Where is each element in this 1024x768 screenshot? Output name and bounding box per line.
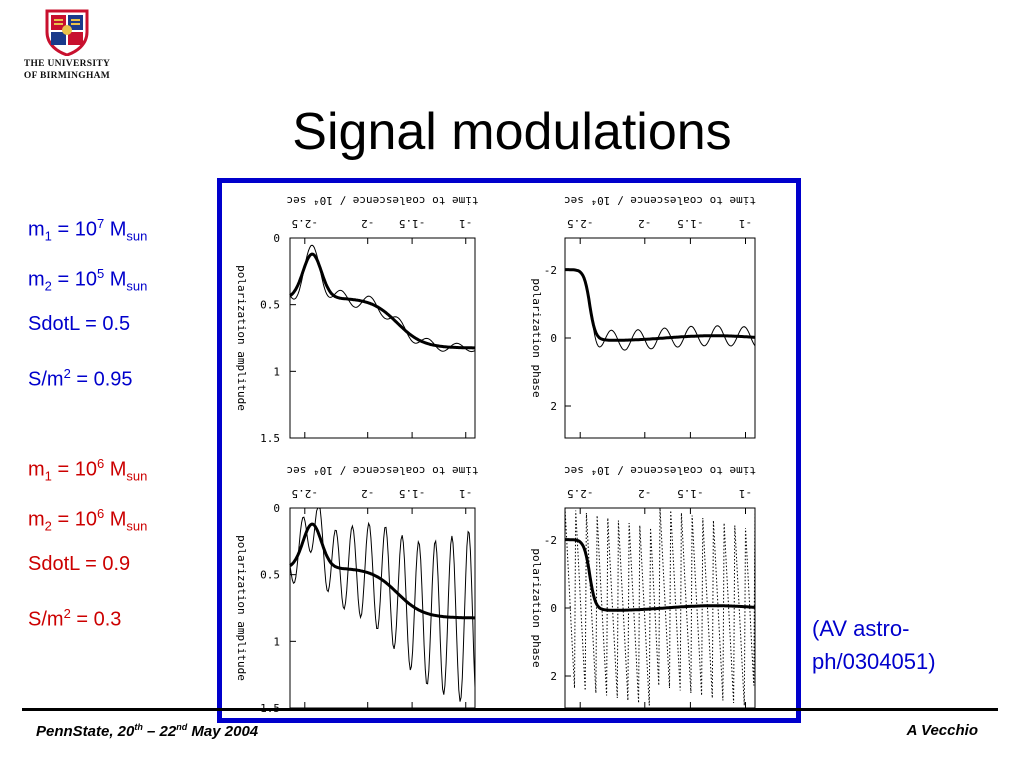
x-tick-label: -2.5: [292, 487, 319, 500]
case1-m2: m2 = 105 Msun: [28, 266, 148, 294]
y-tick-label: 0.5: [260, 299, 280, 312]
y-tick-label: 0: [550, 332, 557, 345]
y-tick-label: -2: [544, 534, 557, 547]
x-tick-label: -1.5: [677, 487, 704, 500]
y-tick-label: 1.5: [260, 432, 280, 445]
case1-spin-ratio: S/m2 = 0.95: [28, 366, 133, 391]
averaged-series-line: [565, 268, 756, 342]
top-axis-label: time to coalescence / 10⁴ sec: [564, 464, 756, 477]
university-name: THE UNIVERSITY OF BIRMINGHAM: [12, 58, 122, 82]
footer-divider: [22, 708, 998, 711]
panel-bottom-left: time to coalescence / 10⁴ sec -2.5 -2 -1.5 -…: [235, 464, 479, 715]
x-tick-label: -2: [361, 217, 374, 230]
university-line-1: THE UNIVERSITY: [23, 59, 111, 69]
x-tick-label: -1: [459, 487, 472, 500]
y-tick-label: 1: [273, 365, 280, 378]
x-tick-label: -2: [638, 487, 651, 500]
case1-parameters: m1 = 107 Msun m2 = 105 Msun SdotL = 0.5 …: [28, 212, 147, 412]
oscillating-series-line: [289, 507, 476, 702]
averaged-series-line: [565, 538, 756, 612]
x-tick-label: -2.5: [567, 217, 594, 230]
footer-author: A Vecchio: [906, 722, 978, 739]
plots-figure: time to coalescence / 10⁴ sec -2.5 -2 -1.5 -…: [235, 194, 756, 715]
x-tick-label: -2: [638, 217, 651, 230]
case2-sdotl: SdotL = 0.9: [28, 553, 131, 575]
case2-spin-ratio: S/m2 = 0.3: [28, 606, 122, 631]
x-tick-label: -1.5: [399, 217, 426, 230]
x-tick-label: -2: [361, 487, 374, 500]
case2-parameters: m1 = 106 Msun m2 = 106 Msun SdotL = 0.9 …: [28, 452, 147, 652]
slide-title: Signal modulations: [292, 103, 732, 161]
citation-line-1: (AV astro-: [812, 616, 910, 641]
x-tick-label: -1.5: [399, 487, 426, 500]
averaged-series-line: [289, 522, 475, 620]
x-tick-label: -2.5: [292, 217, 319, 230]
y-axis-label: polarization amplitude: [235, 535, 248, 681]
y-tick-label: 0: [273, 232, 280, 245]
plot-frame: [289, 237, 476, 439]
y-axis-label: polarization phase: [530, 278, 543, 397]
x-tick-label: -1: [739, 217, 752, 230]
oscillating-series-line: [565, 269, 756, 351]
plot-frame: [289, 507, 476, 709]
y-axis-label: polarization phase: [530, 548, 543, 667]
university-line-2: OF BIRMINGHAM: [23, 71, 111, 81]
y-tick-label: 2: [550, 670, 557, 683]
x-tick-label: -1.5: [677, 217, 704, 230]
case2-m1: m1 = 106 Msun: [28, 456, 148, 484]
footer-event: PennState, 20th – 22nd May 2004: [36, 722, 259, 740]
figure-frame: time to coalescence / 10⁴ sec -2.5 -2 -1.5 -…: [217, 178, 801, 723]
averaged-series-line: [289, 252, 475, 350]
y-tick-label: 2: [550, 400, 557, 413]
university-crest-logo: [45, 9, 89, 56]
y-tick-label: -2: [544, 264, 557, 277]
top-axis-label: time to coalescence / 10⁴ sec: [286, 464, 478, 477]
y-tick-label: 0: [273, 502, 280, 515]
y-tick-label: 0.5: [260, 569, 280, 582]
y-tick-label: 1: [273, 635, 280, 648]
y-axis-label: polarization amplitude: [235, 265, 248, 411]
case1-m1: m1 = 107 Msun: [28, 216, 148, 244]
citation-line-2: ph/0304051): [812, 649, 936, 674]
x-tick-label: -2.5: [567, 487, 594, 500]
panel-top-left: time to coalescence / 10⁴ sec -2.5 -2 -1.5 -…: [235, 194, 479, 445]
x-tick-label: -1: [459, 217, 472, 230]
y-tick-label: 0: [550, 602, 557, 615]
top-axis-label: time to coalescence / 10⁴ sec: [564, 194, 756, 207]
case2-m2: m2 = 106 Msun: [28, 506, 148, 534]
case1-sdotl: SdotL = 0.5: [28, 313, 131, 335]
citation: (AV astro- ph/0304051): [812, 612, 992, 678]
panel-bottom-right: time to coalescence / 10⁴ sec -2.5 -2 -1.5 -…: [530, 464, 756, 709]
x-tick-label: -1: [739, 487, 752, 500]
panel-top-right: time to coalescence / 10⁴ sec -2.5 -2 -1.5 -…: [530, 194, 756, 439]
top-axis-label: time to coalescence / 10⁴ sec: [286, 194, 478, 207]
